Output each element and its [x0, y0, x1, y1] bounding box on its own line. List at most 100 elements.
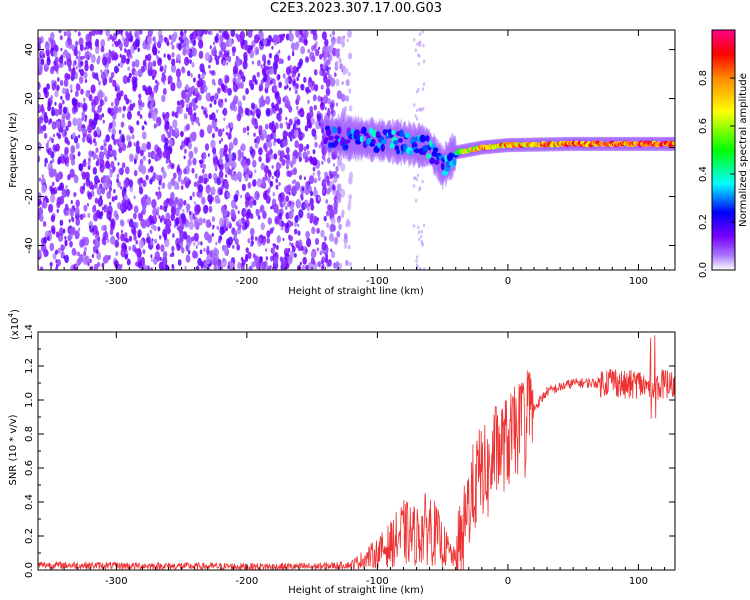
noise-cell: [94, 40, 99, 48]
noise-cell: [147, 61, 153, 70]
noise-cell: [311, 156, 317, 166]
noise-cell: [203, 248, 206, 252]
noise-cell: [419, 108, 422, 112]
noise-cell: [311, 128, 317, 137]
noise-cell: [155, 174, 160, 181]
noise-cell: [260, 79, 264, 85]
noise-cell: [330, 109, 334, 115]
noise-cell: [194, 97, 198, 104]
noise-cell: [72, 117, 78, 127]
noise-cell: [304, 158, 308, 163]
noise-cell: [233, 173, 238, 182]
noise-cell: [135, 240, 138, 245]
noise-cell: [161, 166, 165, 173]
noise-cell: [201, 72, 205, 80]
noise-cell: [275, 91, 279, 98]
signal-cell: [431, 151, 438, 157]
noise-cell: [319, 250, 323, 256]
noise-cell: [87, 192, 93, 200]
noise-cell: [326, 210, 330, 217]
noise-cell: [212, 147, 217, 155]
noise-cell: [112, 79, 117, 88]
noise-cell: [269, 265, 272, 270]
noise-cell: [157, 150, 163, 159]
signal-cell: [397, 138, 403, 143]
noise-cell: [247, 238, 251, 244]
noise-cell: [336, 183, 342, 192]
noise-cell: [271, 45, 274, 50]
noise-cell: [347, 244, 351, 250]
noise-cell: [58, 30, 62, 34]
noise-cell: [117, 39, 121, 44]
noise-cell: [279, 193, 282, 198]
noise-cell: [70, 145, 76, 154]
noise-cell: [38, 70, 41, 76]
noise-cell: [232, 244, 235, 249]
noise-cell: [294, 151, 300, 159]
noise-cell: [330, 248, 333, 253]
noise-cell: [191, 121, 194, 126]
noise-cell: [421, 87, 425, 91]
noise-cell: [124, 194, 128, 201]
noise-cell: [171, 245, 175, 252]
noise-cell: [169, 162, 173, 168]
noise-cell: [285, 146, 290, 154]
noise-cell: [305, 56, 309, 63]
noise-cell: [123, 38, 129, 48]
noise-cell: [211, 48, 216, 57]
noise-cell: [152, 172, 157, 179]
noise-cell: [54, 108, 60, 117]
noise-cell: [280, 260, 284, 265]
noise-cell: [418, 187, 421, 192]
noise-cell: [85, 90, 90, 98]
noise-cell: [329, 209, 335, 218]
colorbar-frame: [711, 29, 736, 271]
noise-cell: [288, 32, 294, 42]
noise-cell: [338, 223, 342, 231]
noise-cell: [74, 206, 80, 216]
noise-cell: [151, 199, 157, 209]
noise-cell: [178, 198, 184, 208]
noise-cell: [173, 224, 176, 228]
noise-cell: [339, 63, 343, 70]
snr-x-tick-label: 100: [629, 576, 648, 587]
noise-cell: [265, 256, 269, 261]
noise-cell: [103, 151, 106, 156]
noise-cell: [85, 171, 90, 180]
noise-cell: [223, 30, 229, 40]
noise-cell: [204, 52, 211, 62]
noise-cell: [123, 186, 126, 192]
noise-cell: [72, 132, 76, 139]
noise-cell: [236, 171, 242, 181]
noise-cell: [180, 185, 184, 190]
noise-cell: [206, 245, 210, 251]
signal-cell: [448, 152, 454, 160]
noise-cell: [90, 265, 94, 270]
noise-cell: [319, 53, 323, 60]
noise-cell: [197, 241, 200, 246]
noise-cell: [235, 57, 241, 67]
noise-cell: [314, 141, 318, 148]
noise-cell: [246, 158, 251, 166]
noise-cell: [124, 48, 127, 54]
noise-cell: [91, 30, 96, 37]
noise-cell: [209, 95, 214, 102]
noise-cell: [415, 117, 419, 121]
noise-cell: [294, 89, 298, 95]
noise-cell: [44, 41, 51, 51]
noise-cell: [185, 84, 189, 91]
noise-cell: [237, 261, 242, 270]
noise-cell: [340, 212, 345, 219]
noise-cell: [159, 65, 164, 72]
noise-cell: [57, 247, 61, 254]
noise-cell: [87, 40, 93, 49]
noise-cell: [163, 234, 167, 240]
noise-cell: [300, 109, 303, 113]
noise-cell: [96, 58, 100, 65]
noise-cell: [417, 225, 420, 230]
noise-cell: [168, 159, 171, 163]
noise-cell: [333, 236, 339, 245]
noise-cell: [137, 257, 140, 262]
noise-cell: [292, 51, 295, 57]
noise-cell: [420, 239, 423, 244]
